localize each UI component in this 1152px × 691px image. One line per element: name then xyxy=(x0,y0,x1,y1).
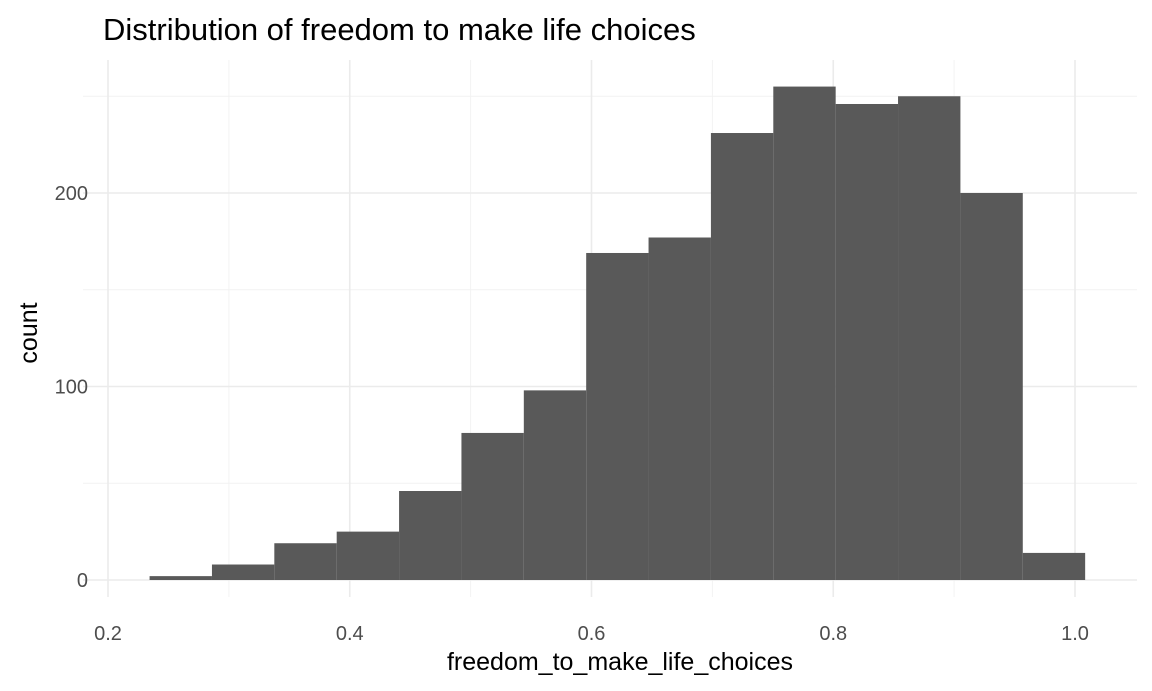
x-tick-label: 1.0 xyxy=(1061,623,1089,645)
x-tick-label: 0.2 xyxy=(94,623,122,645)
histogram-bar-8 xyxy=(586,252,649,581)
y-tick-label: 200 xyxy=(55,183,88,205)
histogram-bar-10 xyxy=(710,133,774,580)
axis-tick-labels: 0.2 0.4 0.6 0.8 1.0 0 100 200 xyxy=(55,183,1089,645)
histogram-bars xyxy=(149,86,1086,581)
x-tick-label: 0.8 xyxy=(819,623,847,645)
histogram-bar-5 xyxy=(399,490,462,580)
histogram-bar-15 xyxy=(1022,552,1086,580)
histogram-bar-6 xyxy=(461,432,524,580)
y-axis-title: count xyxy=(15,302,43,363)
histogram-bar-12 xyxy=(835,103,899,581)
histogram-bar-4 xyxy=(336,531,400,580)
y-tick-label: 100 xyxy=(55,377,88,399)
histogram-bar-1 xyxy=(149,576,212,580)
histogram-bar-2 xyxy=(211,564,275,580)
y-tick-label: 0 xyxy=(77,570,88,592)
chart-title: Distribution of freedom to make life cho… xyxy=(103,12,696,47)
histogram-bar-9 xyxy=(648,237,711,580)
x-tick-label: 0.6 xyxy=(578,623,606,645)
histogram-bar-13 xyxy=(898,96,961,580)
histogram-bar-14 xyxy=(960,193,1023,580)
histogram-bar-7 xyxy=(523,390,587,580)
x-axis-title: freedom_to_make_life_choices xyxy=(447,648,793,676)
histogram-bar-11 xyxy=(773,86,836,580)
histogram-bar-3 xyxy=(274,543,337,580)
x-tick-label: 0.4 xyxy=(336,623,364,645)
